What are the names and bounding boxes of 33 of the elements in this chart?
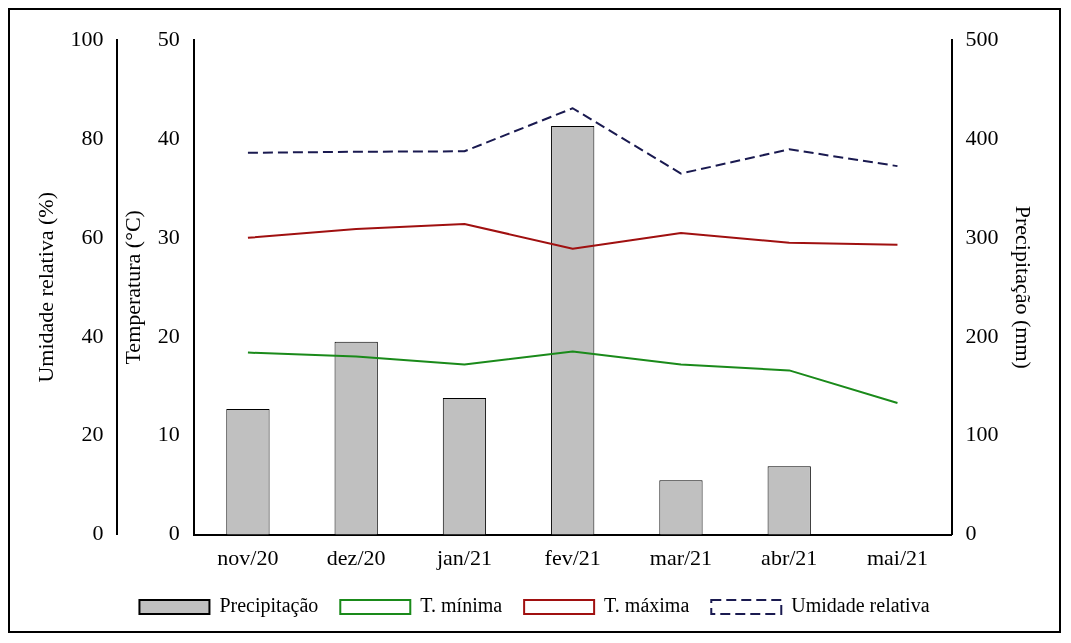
y3-tick-label: 20 (81, 421, 104, 447)
y3-tick-label: 40 (81, 322, 104, 348)
x-tick-label: mar/21 (649, 544, 713, 570)
y2-tick-label: 300 (965, 223, 999, 249)
x-tick-label: jan/21 (435, 544, 492, 570)
y-tick-label: 40 (157, 124, 180, 150)
x-tick-label: nov/20 (217, 544, 279, 570)
y3-tick-label: 0 (92, 520, 104, 546)
y2-axis-title: Precipitação (mm) (1011, 205, 1037, 369)
y2-tick-label: 0 (965, 520, 977, 546)
x-tick-label: fev/21 (544, 544, 601, 570)
y-axis-title: Temperatura (°C) (120, 210, 146, 365)
y-tick-label: 30 (157, 223, 180, 249)
y-tick-label: 20 (157, 322, 180, 348)
y2-tick-label: 500 (965, 25, 999, 51)
legend-label: T. máxima (604, 594, 690, 617)
y2-tick-label: 200 (965, 322, 999, 348)
y3-tick-label: 100 (70, 25, 104, 51)
y-tick-label: 0 (168, 520, 180, 546)
y3-tick-label: 80 (81, 124, 104, 150)
x-tick-label: dez/20 (326, 544, 386, 570)
line-series (246, 107, 899, 175)
y2-tick-label: 400 (965, 124, 999, 150)
y3-tick-label: 60 (81, 223, 104, 249)
legend-label: T. mínima (420, 594, 503, 617)
y2-tick-label: 100 (965, 421, 999, 447)
legend-label: Umidade relativa (791, 594, 930, 617)
y-tick-label: 50 (157, 25, 180, 51)
x-tick-label: mai/21 (866, 544, 929, 570)
y3-axis-title: Umidade relativa (%) (32, 192, 58, 383)
legend-label: Precipitação (219, 594, 319, 618)
x-tick-label: abr/21 (761, 544, 818, 570)
y-tick-label: 10 (157, 421, 180, 447)
